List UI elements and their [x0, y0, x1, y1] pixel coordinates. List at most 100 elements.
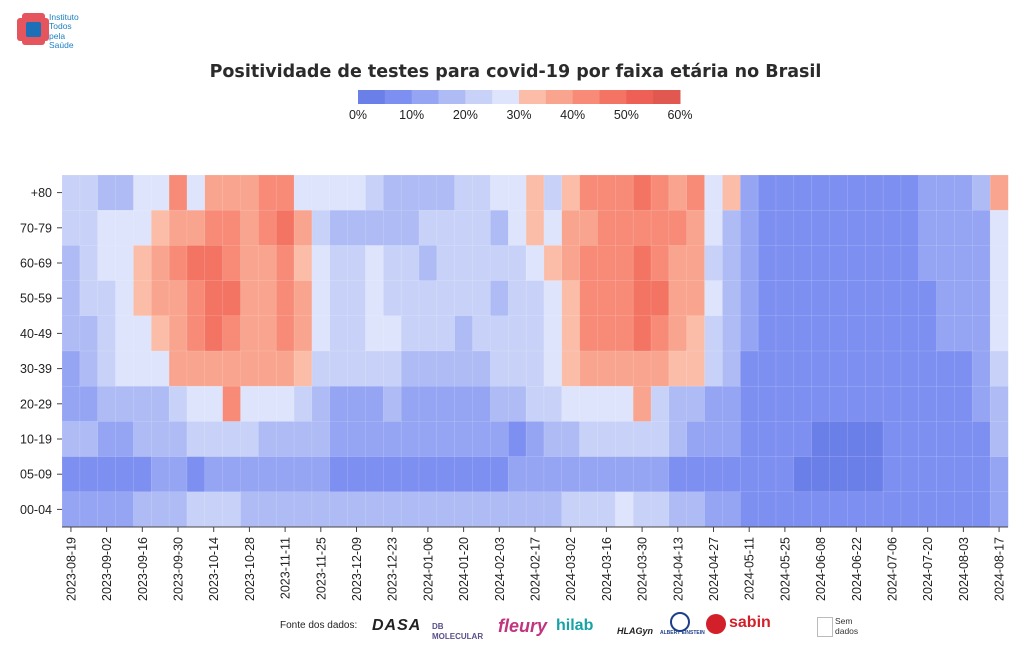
heatmap-cell	[240, 491, 259, 528]
x-tick-label: 2024-05-25	[778, 537, 792, 601]
heatmap-cell	[579, 280, 599, 317]
brand-hlagyn: HLAGyn	[617, 626, 653, 636]
heatmap-cell	[347, 456, 366, 493]
heatmap-cell	[472, 245, 491, 282]
heatmap-cell	[133, 491, 152, 528]
heatmap-cell	[632, 209, 652, 246]
heatmap-cell	[240, 174, 259, 211]
heatmap-cell	[704, 350, 723, 387]
heatmap-cell	[543, 245, 563, 282]
heatmap-cell	[525, 491, 545, 528]
heatmap-cell	[258, 174, 277, 211]
heatmap-cell	[293, 245, 313, 282]
heatmap-cell	[900, 350, 920, 387]
heatmap-cell	[954, 385, 973, 422]
heatmap-cell	[222, 280, 242, 317]
heatmap-cell	[507, 174, 527, 211]
heatmap-cell	[293, 209, 313, 246]
heatmap-cell	[347, 245, 366, 282]
heatmap-cell	[561, 315, 581, 352]
heatmap-cell	[900, 491, 920, 528]
x-tick-label: 2023-11-11	[279, 537, 293, 599]
heatmap-cell	[186, 209, 206, 246]
x-tick-label: 2023-09-02	[100, 537, 114, 601]
heatmap-cell	[793, 209, 813, 246]
heatmap-cell	[151, 315, 170, 352]
y-tick-label: +80	[31, 186, 52, 200]
heatmap-cell	[151, 385, 170, 422]
heatmap-cell	[240, 421, 259, 458]
heatmap-cell	[222, 421, 242, 458]
heatmap-cell	[436, 245, 456, 282]
heatmap-cell	[490, 280, 509, 317]
heatmap-cell	[472, 350, 491, 387]
brand-albert-einstein: ALBERT EINSTEIN	[660, 630, 705, 636]
heatmap-cell	[829, 209, 848, 246]
heatmap-cell	[490, 421, 509, 458]
x-tick-label: 2024-02-17	[529, 537, 543, 601]
heatmap-cell	[311, 350, 331, 387]
heatmap-cell	[436, 421, 456, 458]
heatmap-cell	[686, 280, 706, 317]
heatmap-cell	[632, 456, 652, 493]
heatmap-cell	[525, 350, 545, 387]
heatmap-cell	[275, 491, 295, 528]
heatmap-cell	[811, 315, 831, 352]
heatmap-cell	[204, 315, 224, 352]
heatmap-cell	[400, 280, 420, 317]
heatmap-cell	[258, 209, 277, 246]
heatmap-cell	[472, 174, 491, 211]
heatmap-cell	[151, 456, 170, 493]
heatmap-cell	[436, 209, 456, 246]
heatmap-cell	[615, 315, 634, 352]
heatmap-cell	[954, 280, 973, 317]
heatmap-cell	[543, 491, 563, 528]
heatmap-cell	[829, 280, 848, 317]
heatmap-cell	[293, 456, 313, 493]
heatmap-cell	[775, 245, 795, 282]
heatmap-cell	[936, 456, 955, 493]
heatmap-cell	[79, 280, 99, 317]
heatmap-cell	[490, 209, 509, 246]
heatmap-cell	[811, 174, 831, 211]
heatmap-cell	[954, 456, 973, 493]
heatmap-cell	[329, 456, 349, 493]
heatmap-cell	[311, 385, 331, 422]
heatmap-cell	[490, 350, 509, 387]
heatmap-cell	[133, 174, 152, 211]
heatmap-cell	[632, 491, 652, 528]
heatmap-cell	[972, 421, 991, 458]
heatmap-cell	[757, 491, 777, 528]
heatmap-cell	[989, 385, 1009, 422]
heatmap-cell	[365, 491, 384, 528]
x-tick-label: 2023-12-23	[386, 537, 400, 601]
heatmap-cell	[847, 174, 866, 211]
brand-sabin: sabin	[729, 614, 771, 631]
heatmap-cell	[507, 315, 527, 352]
heatmap-cell	[686, 456, 706, 493]
heatmap-cell	[133, 350, 152, 387]
legend-swatch	[384, 90, 413, 104]
heatmap-cell	[793, 491, 813, 528]
heatmap-cell	[882, 456, 902, 493]
heatmap-cell	[400, 174, 420, 211]
heatmap-cell	[329, 174, 349, 211]
heatmap-cell	[847, 315, 866, 352]
heatmap-cell	[668, 174, 688, 211]
heatmap-cell	[61, 385, 81, 422]
legend-tick-label: 50%	[614, 108, 639, 122]
heatmap-cell	[918, 385, 938, 422]
heatmap-cell	[383, 421, 402, 458]
sources-label: Fonte dos dados:	[280, 620, 358, 631]
heatmap-cell	[668, 315, 688, 352]
heatmap-cell	[275, 280, 295, 317]
heatmap-cell	[632, 385, 652, 422]
heatmap-cell	[454, 421, 474, 458]
heatmap-cell	[954, 315, 973, 352]
heatmap-cell	[543, 385, 563, 422]
heatmap-cell	[543, 315, 563, 352]
heatmap-cell	[133, 421, 152, 458]
heatmap-cell	[722, 350, 741, 387]
heatmap-cell	[722, 491, 741, 528]
heatmap-cell	[704, 209, 723, 246]
